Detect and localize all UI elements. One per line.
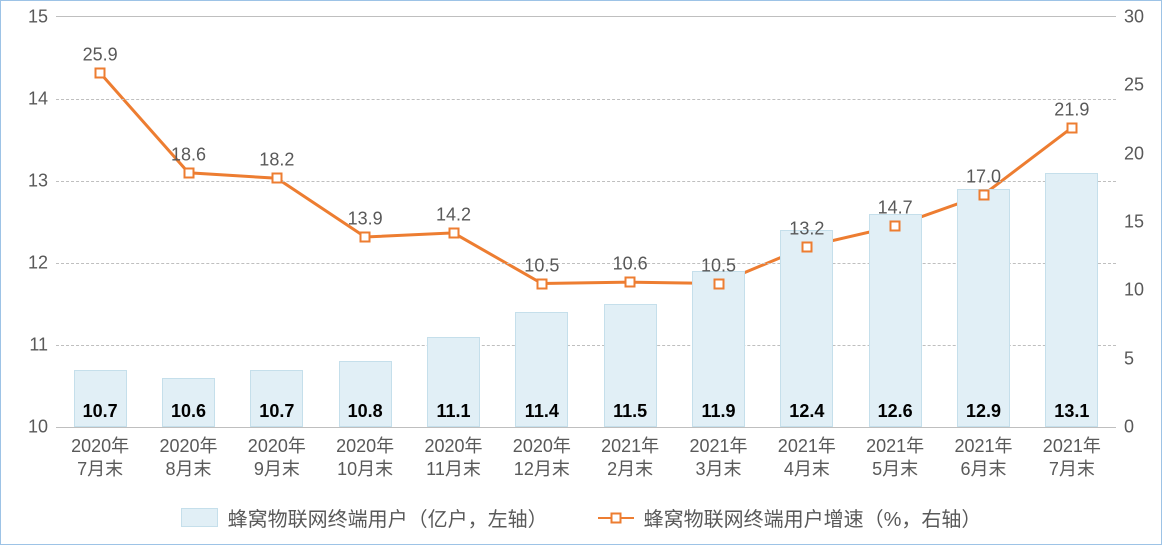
bar: 10.8: [339, 361, 392, 427]
x-tick-label: 2020年9月末: [248, 435, 306, 482]
x-tick-label: 2021年3月末: [689, 435, 747, 482]
bar: 11.4: [515, 312, 568, 427]
bar-value-label: 11.4: [525, 401, 559, 422]
line-marker: [713, 278, 724, 289]
legend-swatch-line: [598, 517, 634, 519]
legend-item-bar: 蜂窝物联网终端用户（亿户，左轴）: [181, 503, 548, 532]
x-tick-label: 2020年7月末: [71, 435, 129, 482]
bar-value-label: 12.4: [789, 401, 824, 422]
bar-value-label: 10.8: [348, 401, 383, 422]
bar-value-label: 13.1: [1054, 401, 1089, 422]
y-right-tick-label: 20: [1116, 143, 1144, 164]
line-marker: [978, 189, 989, 200]
x-tick-label: 2020年8月末: [159, 435, 217, 482]
legend-label-line: 蜂窝物联网终端用户增速（%，右轴）: [644, 503, 982, 532]
bar-value-label: 10.7: [259, 401, 294, 422]
y-right-tick-label: 30: [1116, 7, 1144, 28]
line-value-label: 10.5: [701, 255, 736, 276]
bar: 11.1: [427, 337, 480, 427]
bar: 12.4: [780, 230, 833, 427]
bar-value-label: 10.7: [83, 401, 118, 422]
line-value-label: 10.6: [613, 254, 648, 275]
line-marker: [183, 167, 194, 178]
bar: 12.9: [957, 189, 1010, 427]
legend-label-bar: 蜂窝物联网终端用户（亿户，左轴）: [228, 503, 548, 532]
bar-value-label: 12.9: [966, 401, 1001, 422]
legend-swatch-bar: [181, 508, 218, 527]
line-value-label: 25.9: [83, 45, 118, 66]
bar: 10.7: [250, 370, 303, 427]
line-marker: [95, 68, 106, 79]
y-left-tick-label: 14: [28, 89, 56, 110]
y-left-tick-label: 15: [28, 7, 56, 28]
line-value-label: 18.6: [171, 144, 206, 165]
line-marker: [448, 227, 459, 238]
line-value-label: 10.5: [524, 255, 559, 276]
y-right-tick-label: 0: [1116, 417, 1134, 438]
x-tick-label: 2020年11月末: [424, 435, 482, 482]
x-tick-label: 2020年12月末: [513, 435, 571, 482]
line-marker: [360, 232, 371, 243]
bar: 11.5: [604, 304, 657, 427]
bar: 13.1: [1045, 173, 1098, 427]
y-left-tick-label: 13: [28, 171, 56, 192]
legend: 蜂窝物联网终端用户（亿户，左轴） 蜂窝物联网终端用户增速（%，右轴）: [1, 503, 1161, 532]
y-right-tick-label: 5: [1116, 348, 1134, 369]
x-tick-label: 2021年5月末: [866, 435, 924, 482]
line-value-label: 14.7: [878, 198, 913, 219]
line-value-label: 13.9: [348, 209, 383, 230]
bar: 12.6: [869, 214, 922, 427]
line-value-label: 13.2: [789, 218, 824, 239]
x-tick-label: 2021年7月末: [1043, 435, 1101, 482]
x-tick-label: 2021年2月末: [601, 435, 659, 482]
chart-container: 10 11 12 13 14 15 0 5 10 15 20 25 30 10.7 10.6 10.7 10.8…: [0, 0, 1162, 545]
bar-value-label: 10.6: [171, 401, 206, 422]
line-value-label: 18.2: [259, 150, 294, 171]
y-left-tick-label: 10: [28, 417, 56, 438]
line-marker: [801, 241, 812, 252]
bar-value-label: 11.1: [436, 401, 470, 422]
bar-value-label: 12.6: [878, 401, 913, 422]
y-right-tick-label: 15: [1116, 212, 1144, 233]
line-value-label: 17.0: [966, 166, 1001, 187]
gridline: [56, 99, 1116, 100]
x-tick-label: 2021年6月末: [954, 435, 1012, 482]
line-marker: [1066, 122, 1077, 133]
line-marker: [536, 278, 547, 289]
line-marker: [271, 173, 282, 184]
x-tick-label: 2021年4月末: [778, 435, 836, 482]
bar: 11.9: [692, 271, 745, 427]
bar: 10.6: [162, 378, 215, 427]
line-marker: [890, 221, 901, 232]
bar-value-label: 11.9: [701, 401, 735, 422]
line-value-label: 14.2: [436, 205, 471, 226]
line-value-label: 21.9: [1054, 99, 1089, 120]
line-series: [100, 73, 1072, 283]
line-marker: [625, 277, 636, 288]
plot-area: 10111213141505101520253010.710.610.710.8…: [56, 16, 1116, 428]
y-left-tick-label: 11: [29, 335, 56, 356]
gridline: [56, 181, 1116, 182]
y-right-tick-label: 25: [1116, 75, 1144, 96]
legend-item-line: 蜂窝物联网终端用户增速（%，右轴）: [598, 503, 982, 532]
bar-value-label: 11.5: [613, 401, 647, 422]
bar: 10.7: [74, 370, 127, 427]
y-left-tick-label: 12: [28, 253, 56, 274]
y-right-tick-label: 10: [1116, 280, 1144, 301]
x-tick-label: 2020年10月末: [336, 435, 394, 482]
